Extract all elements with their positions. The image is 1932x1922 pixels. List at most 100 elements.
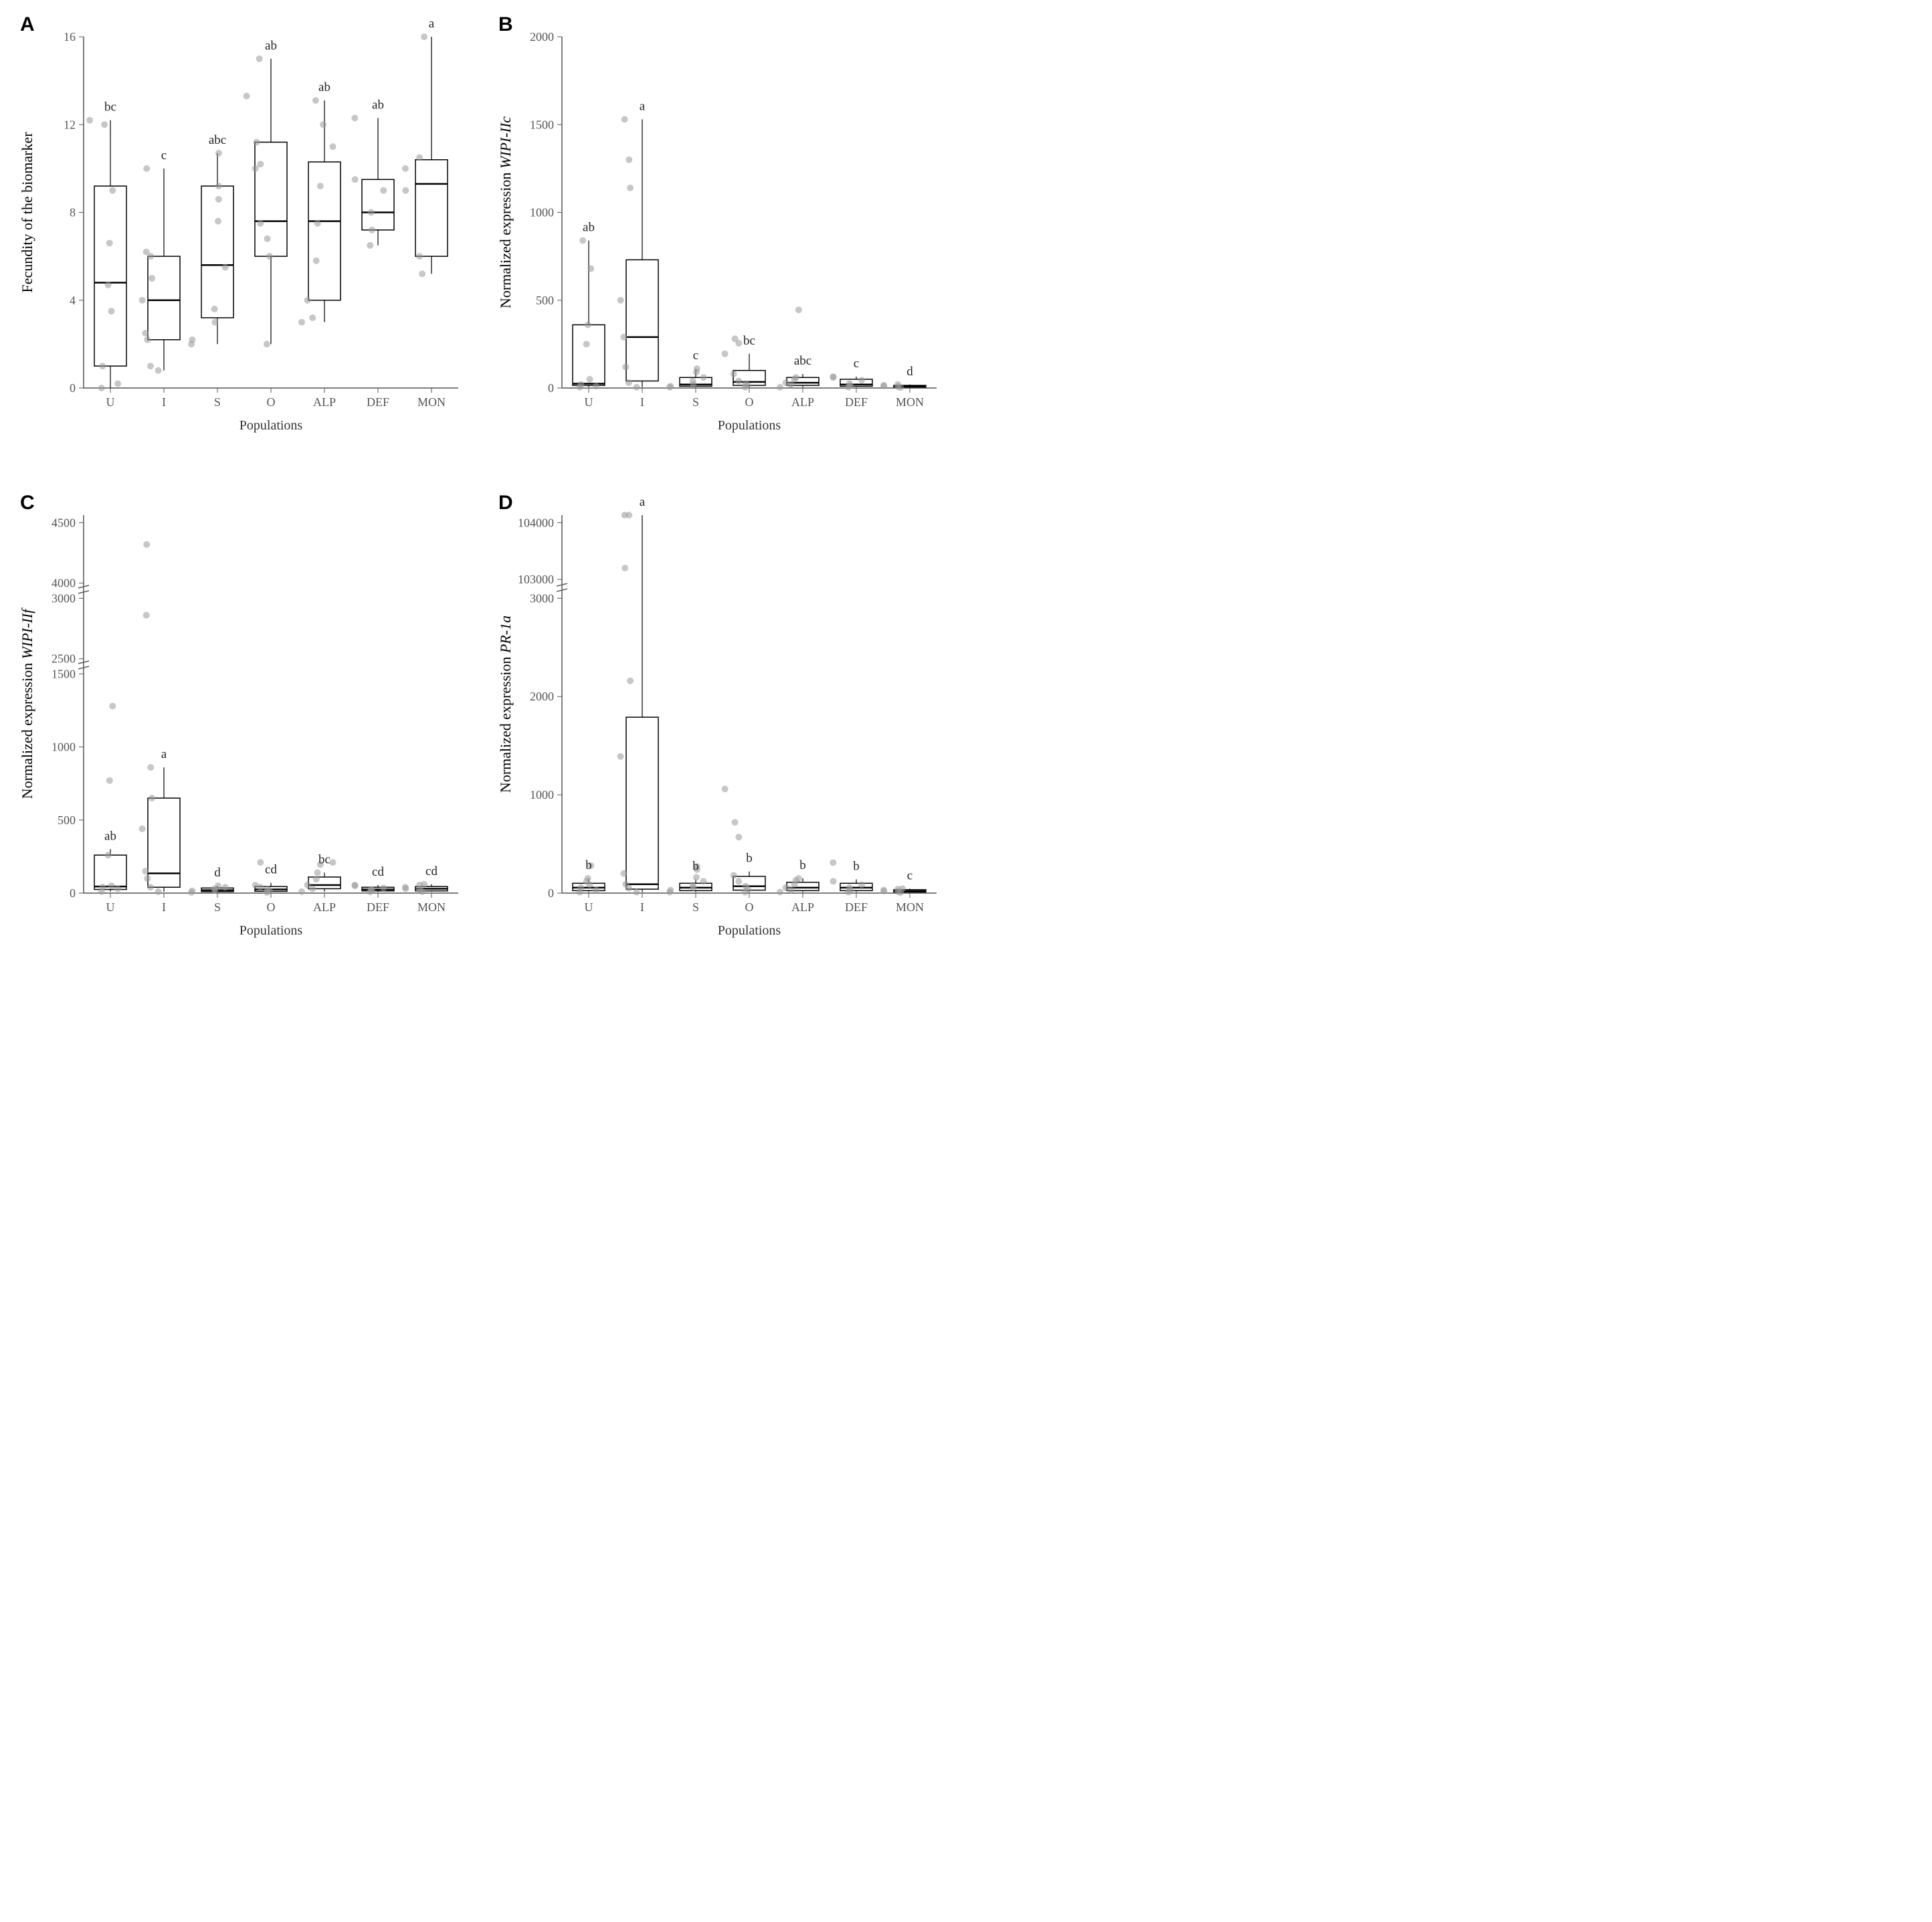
svg-text:b: b bbox=[746, 852, 753, 866]
svg-text:ab: ab bbox=[265, 39, 277, 53]
svg-text:2000: 2000 bbox=[530, 690, 554, 703]
svg-text:MON: MON bbox=[896, 395, 924, 409]
svg-text:S: S bbox=[692, 395, 699, 409]
svg-text:b: b bbox=[799, 858, 806, 872]
svg-text:b: b bbox=[585, 858, 592, 872]
svg-text:Normalized expression WIPI-II: Normalized expression WIPI-IIc bbox=[497, 116, 514, 308]
svg-text:b: b bbox=[853, 859, 860, 873]
svg-text:bc: bc bbox=[743, 334, 755, 348]
svg-text:12: 12 bbox=[64, 118, 76, 131]
svg-text:c: c bbox=[854, 357, 859, 371]
svg-text:O: O bbox=[745, 395, 754, 409]
svg-text:I: I bbox=[640, 900, 644, 914]
svg-text:cd: cd bbox=[265, 863, 277, 877]
panel-label-C: C bbox=[20, 492, 35, 514]
panel-C: C 0 500 1000 15002500 30004000 4500 U I S O ALP DEF… bbox=[13, 492, 472, 950]
svg-text:O: O bbox=[267, 900, 276, 914]
svg-text:3000: 3000 bbox=[530, 591, 554, 605]
svg-text:O: O bbox=[745, 900, 754, 914]
svg-text:bc: bc bbox=[318, 852, 330, 866]
svg-text:c: c bbox=[907, 868, 912, 882]
svg-text:103000: 103000 bbox=[518, 573, 554, 586]
svg-text:16: 16 bbox=[64, 30, 76, 43]
svg-text:4000: 4000 bbox=[52, 577, 76, 590]
svg-panel-D: 0 1000 2000 3000 103000 104000 U I S O ALP DEF MON Po… bbox=[492, 492, 947, 947]
svg-panel-C: 0 500 1000 15002500 30004000 4500 U I S O ALP DEF MO… bbox=[13, 492, 468, 947]
panel-label-A: A bbox=[20, 13, 35, 36]
svg-text:c: c bbox=[693, 349, 698, 363]
svg-text:DEF: DEF bbox=[845, 900, 868, 914]
svg-text:104000: 104000 bbox=[518, 516, 554, 529]
svg-text:8: 8 bbox=[70, 206, 76, 219]
svg-panel-A: 0 4 8 12 16 U I S O ALP DEF MON Populations Fecundity… bbox=[13, 13, 468, 442]
svg-text:abc: abc bbox=[794, 354, 811, 368]
svg-text:2500: 2500 bbox=[52, 652, 76, 666]
svg-text:500: 500 bbox=[536, 294, 554, 307]
svg-text:O: O bbox=[267, 395, 276, 409]
svg-text:I: I bbox=[640, 395, 644, 409]
svg-text:1500: 1500 bbox=[52, 667, 76, 680]
svg-text:0: 0 bbox=[548, 381, 554, 395]
svg-text:ALP: ALP bbox=[791, 395, 814, 409]
panel-B: B 0 500 1000 1500 2000 U I S O ALP DEF MON Populatio… bbox=[492, 13, 950, 472]
svg-text:ALP: ALP bbox=[791, 900, 814, 914]
svg-text:ab: ab bbox=[372, 98, 384, 112]
svg-text:b: b bbox=[692, 859, 699, 873]
svg-text:I: I bbox=[162, 900, 166, 914]
svg-text:0: 0 bbox=[70, 886, 76, 900]
panel-label-B: B bbox=[498, 13, 513, 36]
svg-text:I: I bbox=[162, 395, 166, 409]
svg-text:bc: bc bbox=[104, 100, 116, 114]
svg-text:Populations: Populations bbox=[718, 418, 781, 433]
svg-text:MON: MON bbox=[417, 395, 446, 409]
svg-text:1500: 1500 bbox=[530, 118, 554, 131]
svg-text:a: a bbox=[429, 17, 435, 31]
svg-text:0: 0 bbox=[548, 886, 554, 900]
svg-text:Normalized expression WIPI-II: Normalized expression WIPI-IIf bbox=[19, 607, 35, 799]
svg-text:S: S bbox=[692, 900, 699, 914]
svg-text:3000: 3000 bbox=[52, 591, 76, 605]
svg-text:Fecundity of the biomarker: Fecundity of the biomarker bbox=[19, 132, 35, 293]
svg-text:a: a bbox=[640, 495, 646, 509]
svg-text:MON: MON bbox=[896, 900, 924, 914]
svg-text:ALP: ALP bbox=[313, 395, 336, 409]
svg-text:d: d bbox=[214, 866, 221, 880]
panel-A: A 0 4 8 12 16 U I S O ALP DEF MON Populations Fecundi… bbox=[13, 13, 472, 472]
panel-D: D 0 1000 2000 3000 103000 104000 U I S O ALP DEF MON… bbox=[492, 492, 950, 950]
svg-text:a: a bbox=[640, 99, 646, 113]
svg-text:ab: ab bbox=[583, 221, 595, 235]
svg-text:Normalized expression PR-1a: Normalized expression PR-1a bbox=[497, 615, 514, 793]
svg-text:0: 0 bbox=[70, 381, 76, 395]
svg-text:abc: abc bbox=[209, 133, 226, 147]
svg-text:MON: MON bbox=[417, 900, 446, 914]
svg-text:DEF: DEF bbox=[367, 900, 389, 914]
svg-text:U: U bbox=[585, 395, 593, 409]
svg-text:DEF: DEF bbox=[845, 395, 868, 409]
figure-grid: A 0 4 8 12 16 U I S O ALP DEF MON Populations Fecundi… bbox=[13, 13, 950, 950]
svg-text:U: U bbox=[106, 900, 115, 914]
svg-text:d: d bbox=[906, 365, 913, 379]
svg-text:ALP: ALP bbox=[313, 900, 336, 914]
svg-text:U: U bbox=[585, 900, 593, 914]
svg-text:c: c bbox=[161, 149, 167, 163]
svg-panel-B: 0 500 1000 1500 2000 U I S O ALP DEF MON Populations… bbox=[492, 13, 947, 442]
svg-text:4: 4 bbox=[70, 294, 76, 307]
svg-text:a: a bbox=[161, 747, 167, 761]
svg-text:500: 500 bbox=[58, 813, 76, 827]
svg-text:S: S bbox=[214, 395, 221, 409]
svg-text:1000: 1000 bbox=[530, 206, 554, 219]
svg-text:Populations: Populations bbox=[718, 923, 781, 938]
svg-text:Populations: Populations bbox=[239, 418, 303, 433]
svg-text:cd: cd bbox=[425, 864, 438, 878]
svg-text:2000: 2000 bbox=[530, 30, 554, 43]
svg-text:4500: 4500 bbox=[52, 516, 76, 529]
svg-text:U: U bbox=[106, 395, 115, 409]
panel-label-D: D bbox=[498, 492, 513, 514]
svg-text:Populations: Populations bbox=[239, 923, 303, 938]
svg-text:1000: 1000 bbox=[530, 788, 554, 801]
svg-text:1000: 1000 bbox=[52, 741, 76, 754]
svg-text:S: S bbox=[214, 900, 221, 914]
svg-text:ab: ab bbox=[318, 80, 330, 94]
svg-text:DEF: DEF bbox=[367, 395, 389, 409]
svg-text:cd: cd bbox=[372, 865, 384, 879]
